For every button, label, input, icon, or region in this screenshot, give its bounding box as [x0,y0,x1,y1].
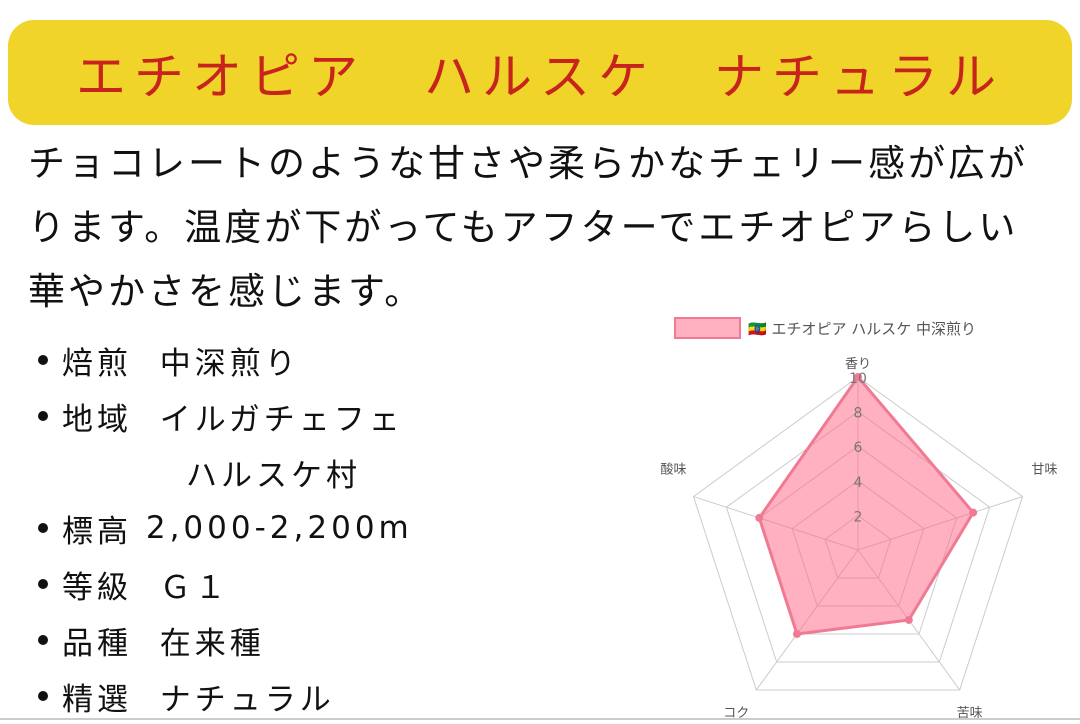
axis-label: 香り [845,357,871,372]
spec-variety: 品種 在来種 [38,612,413,668]
grid-ring [692,376,1024,691]
spec-grade: 等級 Ｇ１ [38,556,413,612]
data-point [904,615,913,624]
bullet-icon [38,355,48,365]
legend-label: 🇪🇹 エチオピア ハルスケ 中深煎り [748,320,976,338]
title-banner: エチオピア ハルスケ ナチュラル [8,20,1072,125]
spec-value: 中深煎り [159,345,300,382]
bullet-icon [38,691,48,701]
data-point [792,629,801,638]
bullet-icon [38,579,48,589]
spec-label: 精選 [62,681,132,718]
axis-label: 甘味 [1032,463,1058,478]
tick-label: 4 [854,475,863,491]
spec-region: 地域 イルガチェフェ [38,388,413,444]
grid-ring [725,410,991,663]
bullet-icon [38,523,48,533]
tick-label: 10 [849,371,867,387]
spec-process: 精選 ナチュラル [38,668,413,724]
description-line: チョコレートのような甘さや柔らかなチェリー感が広が [28,142,1028,185]
spec-region-cont: ハルスケ村 [38,444,413,500]
axis-label: コク [723,706,749,721]
spec-value: ハルスケ村 [186,457,361,494]
spec-label: 地域 [62,401,132,438]
spec-label: 品種 [62,625,132,662]
axis-label: 酸味 [660,463,686,478]
spec-roast: 焙煎 中深煎り [38,332,413,388]
spec-value: 在来種 [159,625,265,662]
description: チョコレートのような甘さや柔らかなチェリー感が広が ります。温度が下がってもアフ… [28,132,1078,324]
tick-label: 2 [854,509,863,525]
tick-label: 8 [854,406,863,422]
legend-swatch [674,317,741,339]
data-point [854,373,862,381]
spec-value: 2,000-2,200m [145,510,413,546]
divider [0,718,1080,720]
spec-altitude: 標高 2,000-2,200m [38,500,413,556]
tick-label: 6 [854,440,863,456]
data-point [755,513,764,522]
spec-value: Ｇ１ [159,569,230,606]
page-title: エチオピア ハルスケ ナチュラル [76,47,1004,106]
axis-label: 苦味 [957,705,983,721]
series-area [757,374,976,636]
data-point [969,508,978,517]
bullet-icon [38,411,48,421]
spec-label: 等級 [62,569,132,606]
description-line: 華やかさを感じます。 [28,270,425,313]
spec-list: 焙煎 中深煎り 地域 イルガチェフェ ハルスケ村 標高 2,000-2,200m… [38,332,413,724]
bullet-icon [38,635,48,645]
spec-label: 焙煎 [62,345,132,382]
spec-value: イルガチェフェ [159,401,404,438]
description-line: ります。温度が下がってもアフターでエチオピアらしい [28,206,1019,249]
spec-value: ナチュラル [159,681,335,718]
spec-label: 標高 [62,513,132,550]
